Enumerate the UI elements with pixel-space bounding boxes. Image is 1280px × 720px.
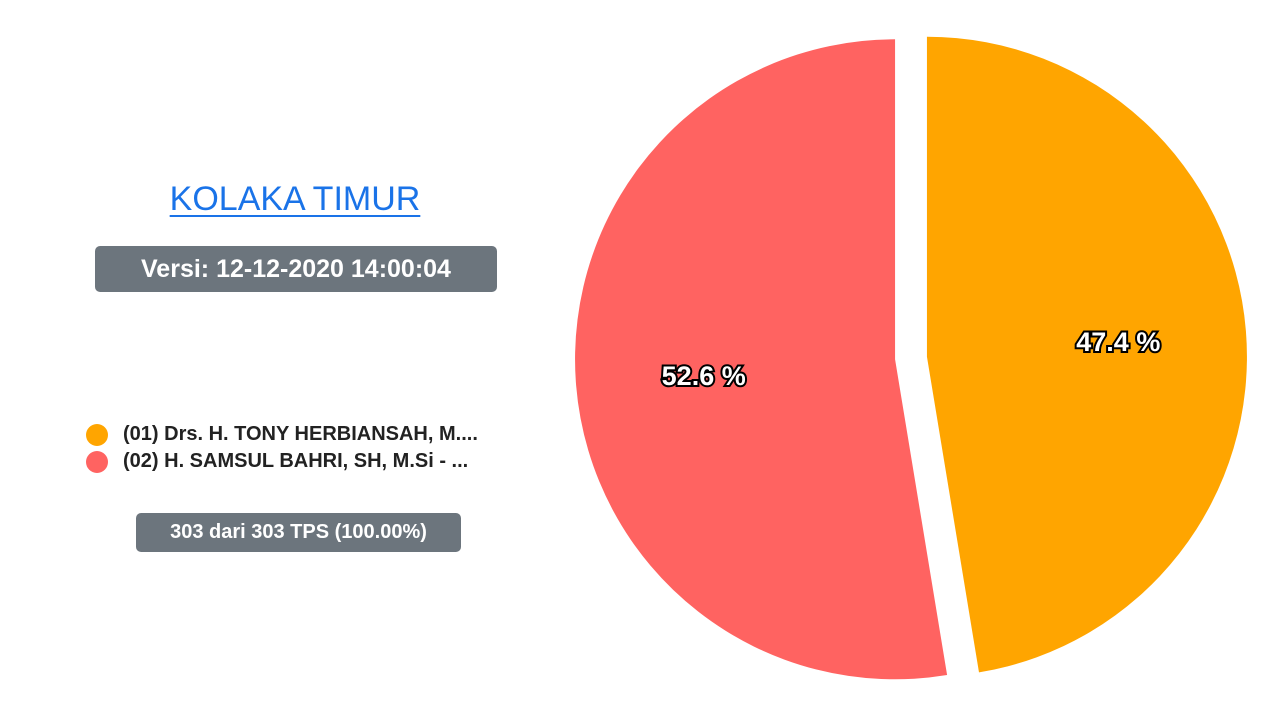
legend-item[interactable]: (01) Drs. H. TONY HERBIANSAH, M.... [86,421,478,448]
version-badge: Versi: 12-12-2020 14:00:04 [95,246,497,292]
legend-label: (02) H. SAMSUL BAHRI, SH, M.Si - ... [123,450,469,472]
info-panel: KOLAKA TIMUR Versi: 12-12-2020 14:00:04 … [0,0,590,720]
legend-dot-icon [86,450,108,473]
slice-data-label: 47.4 % [1076,327,1160,357]
chart-legend: (01) Drs. H. TONY HERBIANSAH, M.... (02)… [86,421,478,475]
legend-item[interactable]: (02) H. SAMSUL BAHRI, SH, M.Si - ... [86,448,478,475]
legend-dot-icon [86,423,108,446]
region-title-link[interactable]: KOLAKA TIMUR [169,180,421,218]
legend-label: (01) Drs. H. TONY HERBIANSAH, M.... [123,423,478,445]
pie-slice[interactable] [926,36,1247,673]
tps-progress-badge: 303 dari 303 TPS (100.00%) [136,513,461,552]
slice-data-label: 52.6 % [662,361,746,391]
pie-slice[interactable] [575,39,948,680]
